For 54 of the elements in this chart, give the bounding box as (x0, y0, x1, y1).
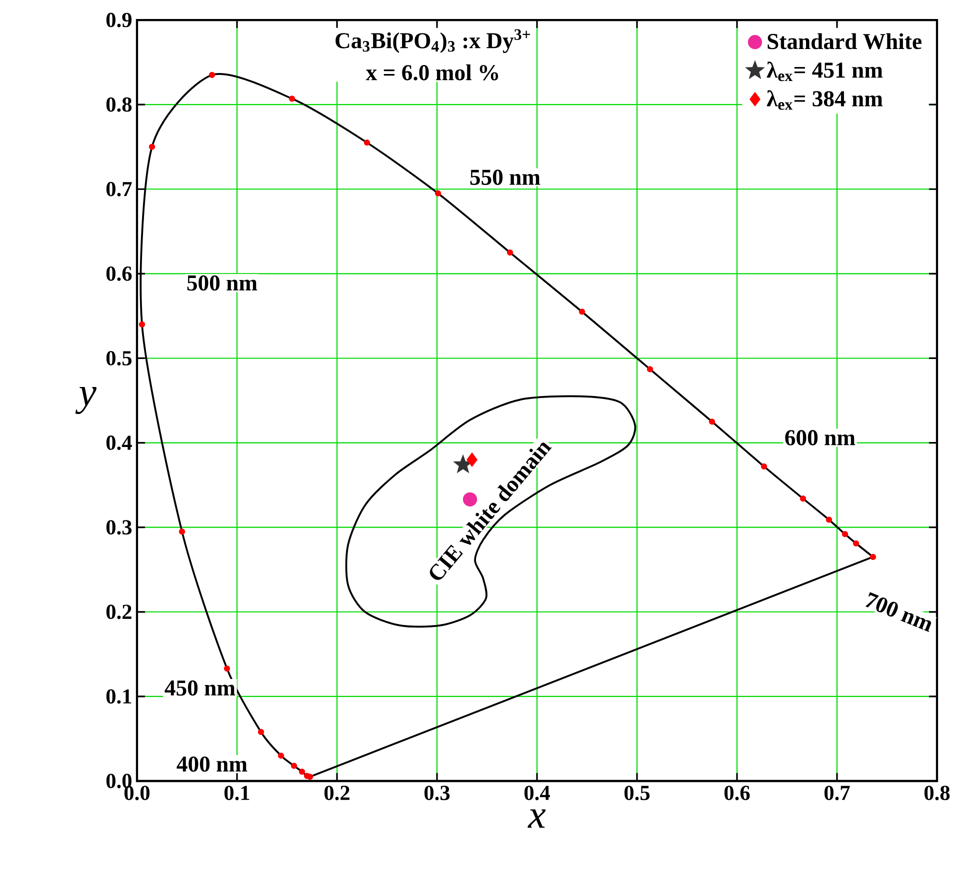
point (208, 72, 216, 78)
annotation: 450 nm (164, 680, 236, 696)
y-tick-label: 0.7 (106, 182, 132, 196)
point (288, 96, 296, 102)
point (506, 249, 514, 256)
annotation: 500 nm (187, 275, 258, 291)
y-tick-label: 0.1 (106, 689, 132, 704)
point (278, 752, 284, 759)
annotation: 600 nm (785, 430, 856, 446)
point (224, 665, 230, 672)
point (148, 144, 156, 150)
x-tick-label: 0.8 (924, 786, 950, 800)
x-tick-label: 0.3 (424, 786, 450, 800)
point (290, 762, 298, 769)
y-tick-label: 0.9 (106, 12, 132, 28)
point (466, 452, 478, 467)
point (870, 554, 876, 560)
point (826, 516, 832, 523)
y-tick-label: 0.8 (106, 97, 132, 112)
point (364, 140, 370, 146)
x-tick-label: 0.5 (624, 786, 650, 800)
annotation: x = 6.0 mol % (366, 64, 498, 80)
annotation: 550 nm (470, 170, 540, 185)
x-tick-label: 0.7 (824, 786, 850, 800)
point (578, 308, 586, 315)
point (138, 321, 146, 328)
point (258, 728, 264, 736)
point (852, 540, 860, 546)
y-tick-label: 0.4 (106, 436, 132, 450)
point (842, 531, 848, 538)
point (304, 772, 310, 779)
x-tick-label: 0.1 (224, 786, 250, 800)
y-axis-title: y (75, 387, 96, 414)
y-tick-label: 0.3 (106, 520, 132, 535)
annotation: 400 nm (176, 756, 248, 772)
point (800, 496, 806, 502)
point (434, 190, 442, 196)
legend-label: λ$_{ex}$= 451 nm (766, 62, 883, 82)
point (178, 528, 186, 535)
x-tick-label: 0.2 (324, 786, 350, 800)
legend-label: λ$_{ex}$= 384 nm (766, 90, 883, 110)
x-axis-title: x (528, 809, 546, 828)
legend-label: Standard White (768, 33, 922, 50)
point (760, 463, 768, 470)
point (646, 366, 654, 372)
point (708, 418, 716, 425)
annotation: 700 nm (865, 592, 932, 632)
annotation: Ca$_{3}$Bi(PO$_{4}$)$_{3}$ :x Dy$^{3+}$ (336, 29, 530, 53)
y-tick-label: 0.6 (106, 266, 132, 281)
x-tick-label: 0.4 (524, 786, 550, 800)
y-tick-label: 0.5 (106, 350, 132, 366)
y-tick-label: 0.2 (106, 604, 132, 620)
x-tick-label: 0.6 (724, 786, 750, 800)
point (298, 768, 306, 775)
